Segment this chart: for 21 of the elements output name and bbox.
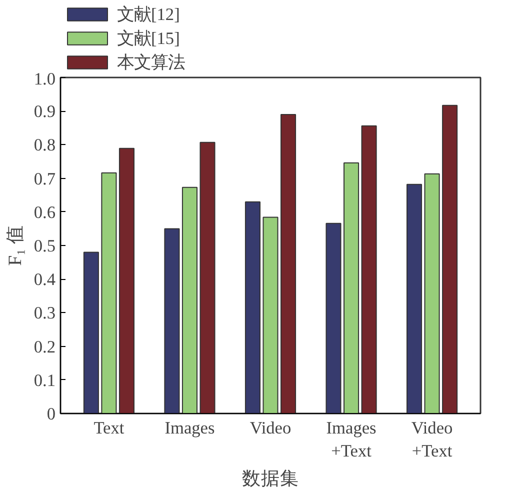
y-tick-label: 0.7 [34,169,56,188]
y-tick-label: 0 [46,404,56,424]
legend-label: 文献[15] [117,28,180,50]
y-tick-label: 1.0 [34,70,56,88]
x-tick-label: Video [250,418,292,438]
legend-label: 本文算法 [117,52,185,74]
y-tick-label: 0.2 [34,337,56,356]
legend-label: 文献[12] [117,4,180,26]
y-tick-label: 0.3 [34,304,56,323]
y-tick-label: 0.5 [34,236,56,256]
x-tick-label: Video +Text [411,418,453,460]
x-axis-title: 数据集 [242,468,299,490]
y-tick-label: 0.9 [34,102,56,122]
x-tick-label: Images +Text [326,418,377,460]
y-tick-label: 0.4 [34,270,56,290]
y-axis-title: F₁ 值 [4,225,26,266]
y-tick-label: 0.6 [34,202,56,222]
y-tick-label: 0.1 [34,370,56,390]
x-tick-label: Images [164,418,216,438]
x-tick-label: Text [94,418,124,438]
y-tick-label: 0.8 [34,136,56,155]
